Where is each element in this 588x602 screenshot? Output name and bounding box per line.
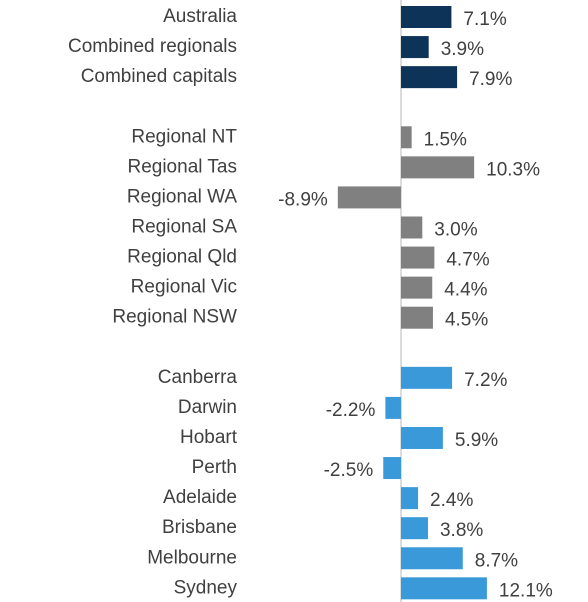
category-label: Regional NSW [112,307,237,328]
category-label: Brisbane [162,517,237,538]
data-label: 4.5% [445,310,488,331]
data-label: -2.5% [324,460,374,481]
data-label: 4.7% [446,250,489,271]
bar [401,156,475,179]
bar [401,66,458,89]
category-label: Regional Vic [131,277,237,298]
data-label: 8.7% [475,550,518,571]
bar [337,186,401,209]
data-label: 10.3% [486,159,540,180]
bar [401,246,435,269]
bar [401,126,412,149]
data-label: 1.5% [424,129,467,150]
category-label: Darwin [178,397,237,418]
bar [401,216,423,239]
data-label: 3.8% [440,520,483,541]
data-label: 3.9% [441,39,484,60]
category-label: Regional SA [131,217,237,238]
bar [401,6,452,28]
data-label: 5.9% [455,430,498,451]
category-label: Combined regionals [68,36,237,57]
bar [401,577,487,600]
category-label: Combined capitals [81,66,237,87]
bar [401,36,429,59]
category-label: Regional WA [127,186,238,207]
category-label: Melbourne [147,547,237,568]
category-label: Perth [192,457,237,478]
data-label: 12.1% [499,580,553,601]
bar [401,547,463,570]
data-label: 7.2% [464,370,507,391]
category-label: Sydney [174,577,238,598]
category-label: Canberra [158,367,238,388]
bar [401,366,453,389]
data-label: 7.9% [469,69,512,90]
category-label: Adelaide [163,487,237,508]
bar [385,396,401,419]
data-label: -2.2% [326,400,376,421]
category-label: Regional Qld [127,247,237,268]
bar [401,276,433,299]
data-label: 4.4% [444,280,487,301]
data-label: 7.1% [463,9,506,30]
bar [401,306,433,329]
data-label: 2.4% [430,490,473,511]
category-label: Regional Tas [127,156,237,177]
category-label: Hobart [180,427,238,448]
bar [401,487,419,510]
data-label: -8.9% [278,189,328,210]
category-label: Australia [163,6,237,27]
bar [401,426,443,449]
bar [383,457,401,480]
category-label: Regional NT [131,126,237,147]
data-label: 3.0% [434,220,477,241]
bar [401,517,428,540]
